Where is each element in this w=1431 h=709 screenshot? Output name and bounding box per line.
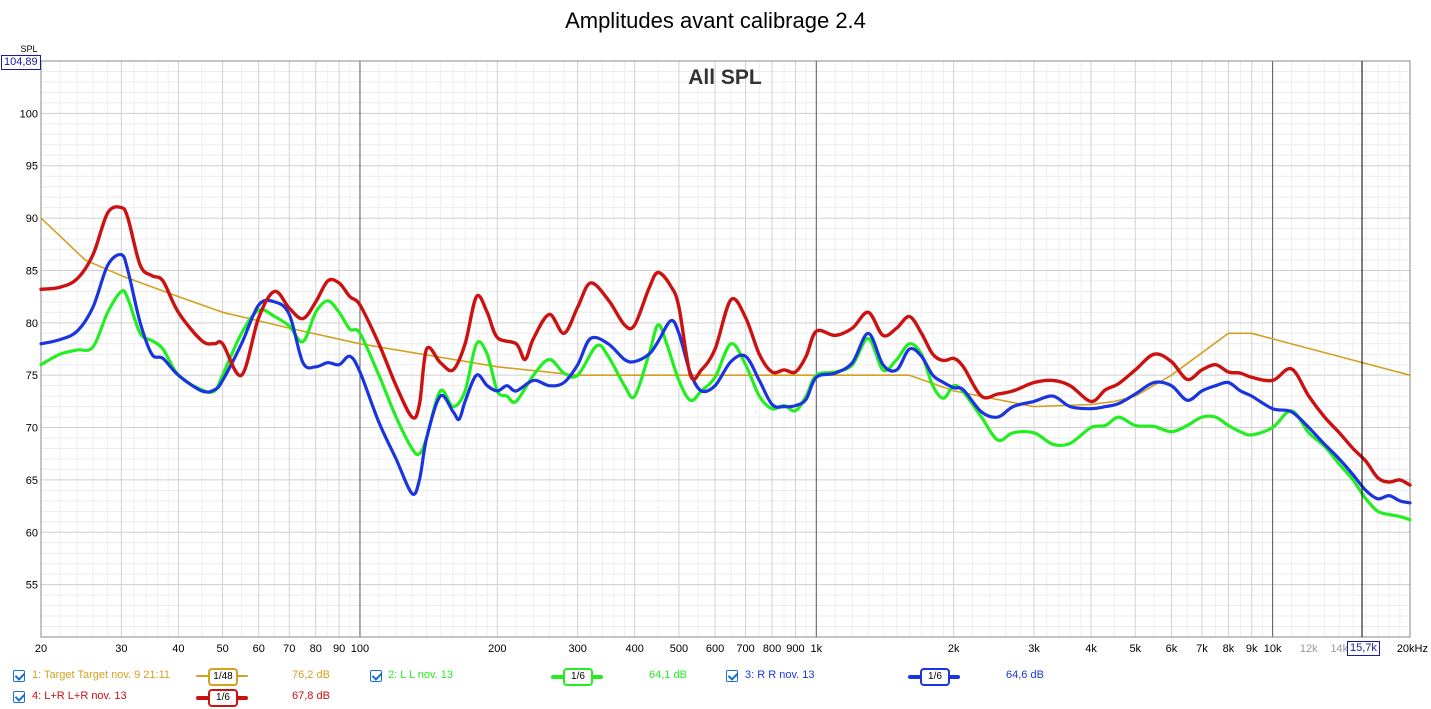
x-tick-label: 20 [35,643,47,655]
x-tick-label: 500 [670,643,688,655]
y-tick-label: 65 [26,475,38,487]
legend-value: 64,6 dB [1006,669,1044,681]
y-tick-label: 80 [26,318,38,330]
series-line-2 [39,289,1412,522]
legend-smoothing-button[interactable]: 1/6 [563,668,593,686]
legend-label: 1: Target Target nov. 9 21:11 [32,669,171,681]
legend-checkbox[interactable] [13,670,25,682]
x-tick-label: 30 [115,643,127,655]
y-tick-label: 60 [26,527,38,539]
x-tick-label: 5k [1129,643,1141,655]
x-tick-label: 3k [1028,643,1040,655]
x-tick-label: 900 [786,643,804,655]
x-axis-ticks: 20 30 40 50 60 70 80 90 100 200 300 400 500 600 700 800… [35,643,1428,655]
x-tick-label: 60 [253,643,265,655]
legend-label: 3: R R nov. 13 [745,669,815,681]
legend-smoothing-button[interactable]: 1/6 [208,689,238,707]
legend-checkbox[interactable] [370,670,382,682]
y-tick-label: 55 [26,580,38,592]
x-tick-label: 200 [488,643,506,655]
x-tick-label: 1k [810,643,822,655]
y-tick-label: 70 [26,423,38,435]
x-tick-label: 8k [1223,643,1235,655]
y-axis-unit-label: SPL [20,44,37,54]
x-tick-label: 70 [283,643,295,655]
x-tick-label: 90 [333,643,345,655]
x-tick-label: 4k [1085,643,1097,655]
y-readout-box: 104,89 [1,55,41,70]
legend-value: 76,2 dB [292,669,330,681]
series-line-4 [39,205,1412,487]
legend-value: 67,8 dB [292,690,330,702]
y-tick-label: 95 [26,161,38,173]
y-tick-label: 85 [26,265,38,277]
x-tick-label: 9k [1246,643,1258,655]
x-tick-label: 700 [736,643,754,655]
y-axis-ticks: 55 60 65 70 75 80 85 90 95 100 [20,108,38,591]
legend-checkbox[interactable] [13,691,25,703]
y-tick-label: 90 [26,213,38,225]
legend-smoothing-button[interactable]: 1/6 [920,668,950,686]
legend-label: 2: L L nov. 13 [388,669,454,681]
x-tick-label: 20kHz [1397,643,1428,655]
major-gridlines [41,61,1410,637]
x-tick-label: 12k [1300,643,1318,655]
x-tick-label: 2k [948,643,960,655]
plot-frame [40,60,1411,638]
overlay-label: All SPL [688,66,762,89]
x-tick-label: 800 [763,643,781,655]
legend-value: 64,1 dB [649,669,687,681]
x-tick-label: 14k [1330,643,1348,655]
x-tick-label: 7k [1196,643,1208,655]
x-tick-label: 80 [310,643,322,655]
x-tick-label: 400 [626,643,644,655]
y-tick-label: 75 [26,370,38,382]
legend-smoothing-button[interactable]: 1/48 [208,668,238,686]
y-tick-label: 100 [20,108,38,120]
x-tick-label: 50 [216,643,228,655]
x-tick-label: 40 [172,643,184,655]
series-layer [39,205,1412,522]
legend-label: 4: L+R L+R nov. 13 [32,690,127,702]
legend-checkbox[interactable] [726,670,738,682]
x-tick-label: 600 [706,643,724,655]
x-tick-label: 100 [351,643,369,655]
x-tick-label: 300 [569,643,587,655]
x-tick-label: 10k [1264,643,1282,655]
minor-gridlines [41,61,1410,637]
x-readout-box: 15,7k [1347,641,1380,656]
chart-title: Amplitudes avant calibrage 2.4 [565,8,866,33]
x-tick-label: 6k [1166,643,1178,655]
